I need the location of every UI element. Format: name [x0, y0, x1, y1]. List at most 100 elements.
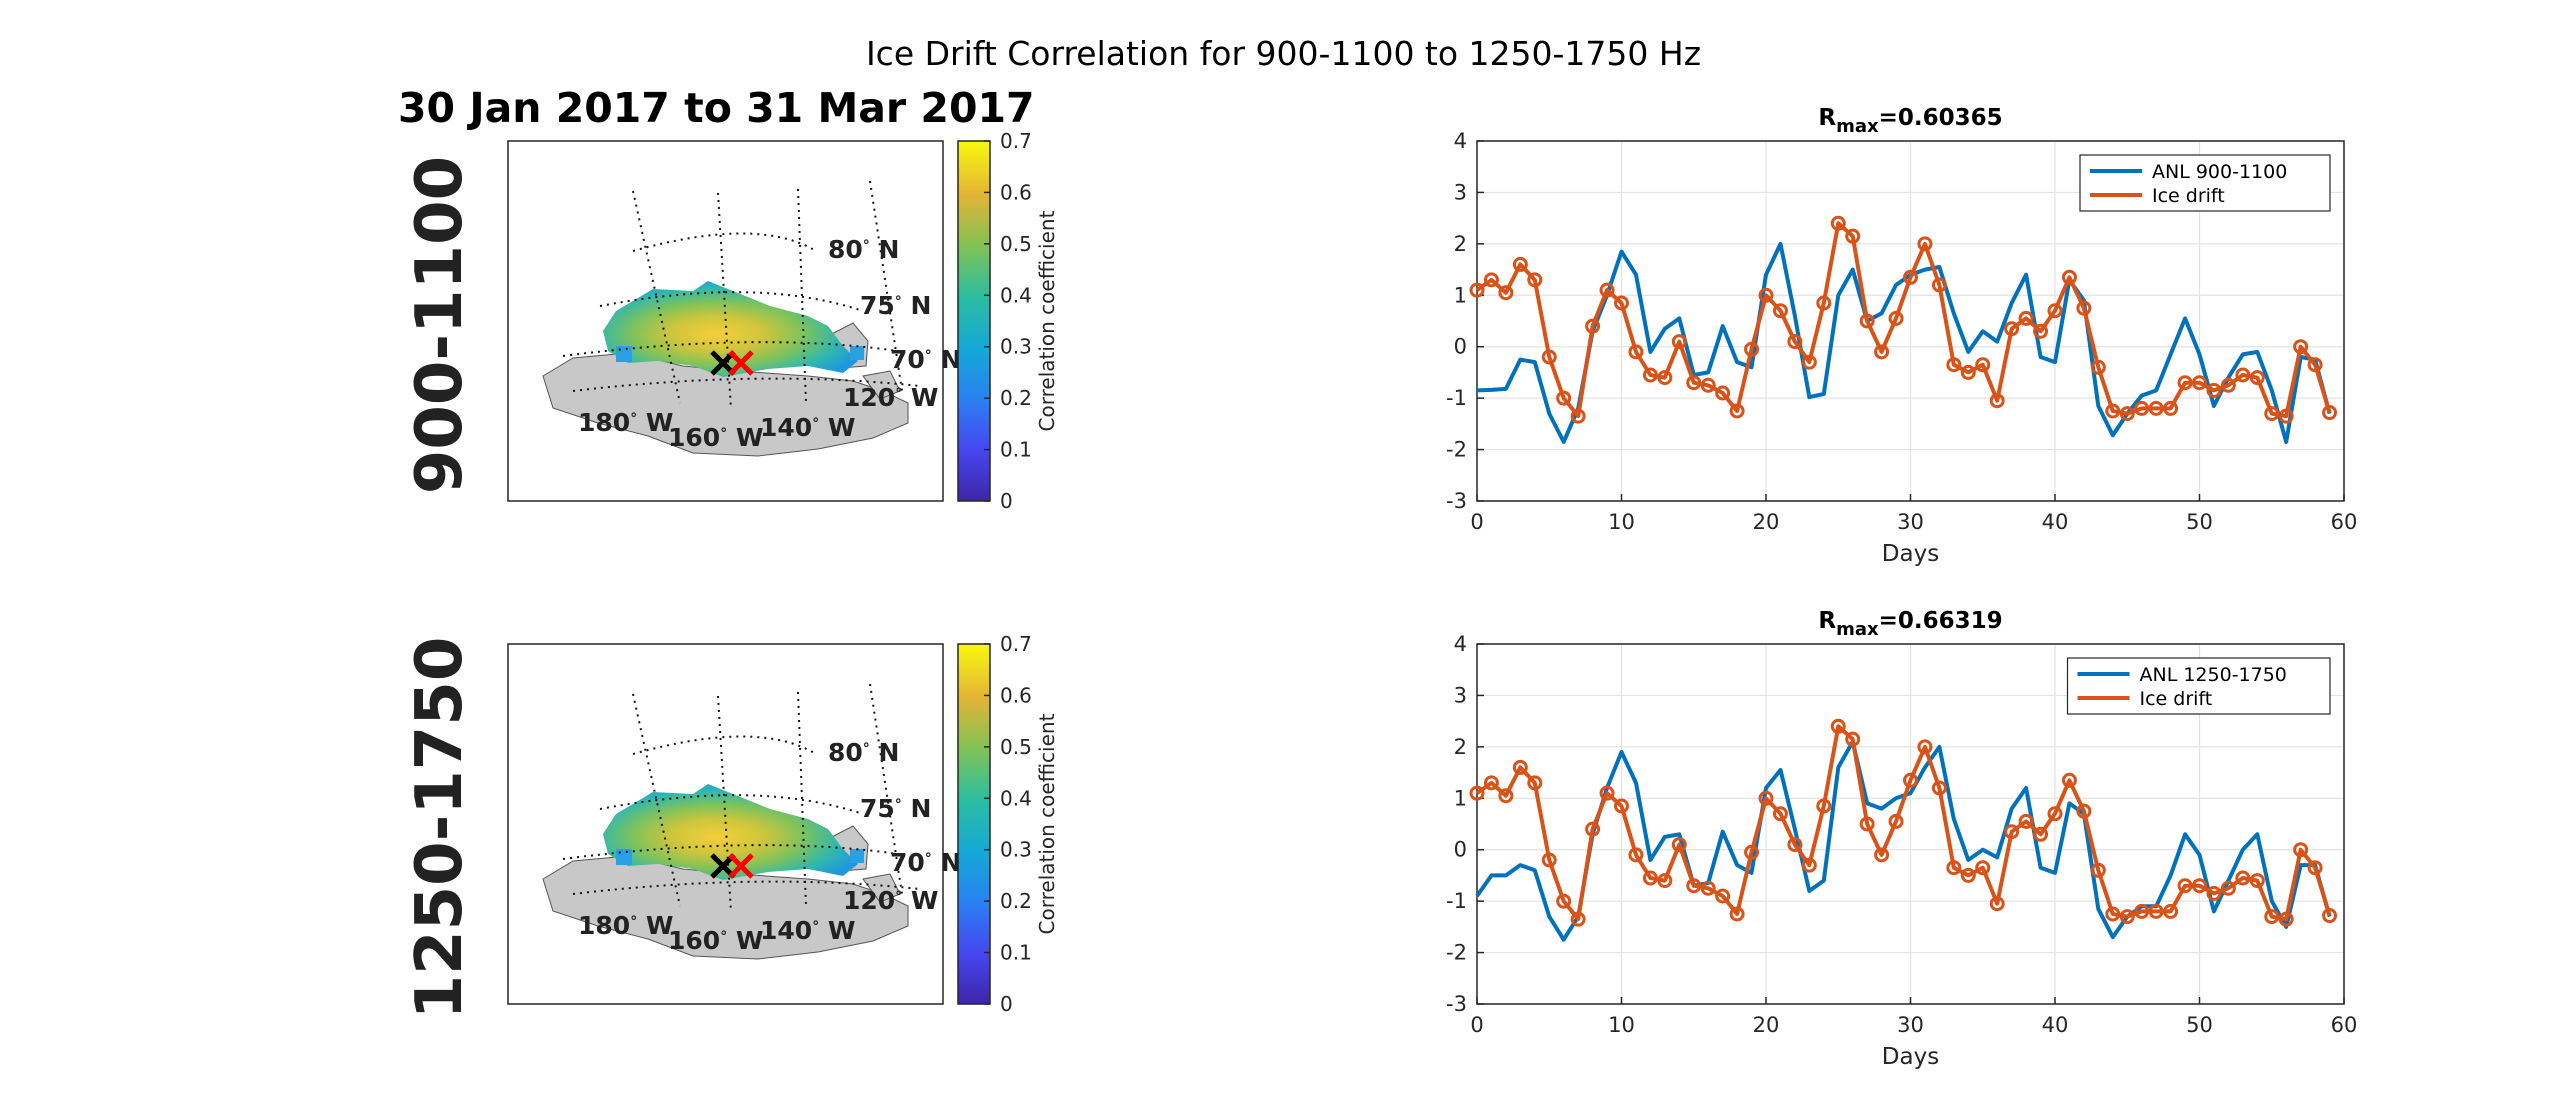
data-point: [1975, 357, 1991, 373]
correlation-cell: [616, 346, 632, 362]
data-point: [1787, 837, 1803, 853]
data-point: [2206, 382, 2222, 398]
graticule-meridian: [869, 180, 903, 392]
latitude-label: 80° N: [828, 235, 899, 264]
data-point: [1744, 844, 1760, 860]
data-point: [2061, 269, 2077, 285]
data-point: [1628, 847, 1644, 863]
data-point: [1686, 375, 1702, 391]
y-tick-label: 3: [1454, 683, 1467, 707]
longitude-label: 180° W: [578, 911, 673, 940]
data-point: [2148, 400, 2164, 416]
longitude-label: 160° W: [668, 423, 763, 452]
data-point: [2163, 400, 2179, 416]
latitude-label: 70° N: [890, 848, 961, 877]
data-point: [2090, 359, 2106, 375]
longitude-label: 120° W: [843, 886, 938, 915]
colorbar-label: Correlation coefficient: [1035, 713, 1059, 934]
longitude-label: 140° W: [760, 413, 855, 442]
data-point: [1729, 403, 1745, 419]
x-tick-label: 10: [1608, 1013, 1635, 1037]
colorbar-tick-label: 0.5: [1000, 735, 1032, 759]
x-axis-label: Days: [1882, 1044, 1939, 1070]
timeseries-chart-1250-1750: 0 10 20 30 40 50 60 -3 -2 -1 0 1 2 3 4 Days Rmax=0.66319…: [1446, 608, 2357, 1070]
data-point: [2322, 405, 2338, 421]
x-tick-label: 50: [2186, 1013, 2213, 1037]
date-range-title: 30 Jan 2017 to 31 Mar 2017: [398, 84, 1035, 132]
data-point: [2090, 862, 2106, 878]
colorbar-tick-label: 0.3: [1000, 335, 1032, 359]
colorbar-tick-label: 0.7: [1000, 129, 1032, 153]
x-tick-label: 60: [2331, 1013, 2358, 1037]
legend-label: ANL 900-1100: [2152, 161, 2287, 183]
y-tick-label: 0: [1454, 838, 1467, 862]
data-point: [2307, 357, 2323, 373]
data-point: [1657, 873, 1673, 889]
colorbar-tick-label: 0.6: [1000, 180, 1032, 204]
data-point: [2163, 903, 2179, 919]
data-point: [2278, 408, 2294, 424]
data-point: [1801, 857, 1817, 873]
y-tick-label: 1: [1454, 283, 1467, 307]
data-point: [1556, 893, 1572, 909]
x-tick-label: 20: [1753, 1013, 1780, 1037]
y-tick-label: -3: [1446, 992, 1467, 1016]
data-point: [1960, 867, 1976, 883]
data-point: [1946, 357, 1962, 373]
data-point: [2076, 803, 2092, 819]
longitude-label: 140° W: [760, 916, 855, 945]
island: [862, 370, 901, 400]
data-point: [2148, 903, 2164, 919]
colorbar-tick-label: 0.1: [1000, 438, 1032, 462]
data-point: [1845, 228, 1861, 244]
land-mass: [542, 352, 909, 457]
graticule-parallel: [632, 232, 817, 252]
longitude-label: 160° W: [668, 926, 763, 955]
data-point: [2105, 906, 2121, 922]
data-point: [1700, 880, 1716, 896]
data-point: [2033, 826, 2049, 842]
series-line-1: [1475, 724, 2332, 922]
data-point: [1874, 847, 1890, 863]
colorbar-tick-label: 0: [1000, 489, 1013, 513]
x-tick-label: 20: [1753, 510, 1780, 534]
data-point: [1527, 272, 1543, 288]
data-point: [2033, 323, 2049, 339]
data-point: [2192, 375, 2207, 391]
data-point: [1931, 277, 1947, 293]
colorbar-tick-label: 0.4: [1000, 786, 1032, 810]
longitude-label: 180° W: [578, 408, 673, 437]
island: [862, 873, 901, 903]
correlation-heatmap: [603, 281, 858, 377]
data-point: [2235, 870, 2251, 886]
x-tick-label: 40: [2042, 510, 2069, 534]
data-point: [1744, 341, 1760, 357]
x-tick-label: 50: [2186, 510, 2213, 534]
land-mass: [542, 855, 909, 960]
legend-box: [2079, 154, 2331, 212]
colorbar-tick-label: 0.7: [1000, 632, 1032, 656]
x-tick-label: 10: [1608, 510, 1635, 534]
x-tick-label: 0: [1470, 510, 1483, 534]
data-point: [1599, 282, 1615, 298]
data-point: [1917, 236, 1933, 252]
data-point: [2293, 842, 2309, 858]
y-tick-label: -1: [1446, 386, 1467, 410]
data-point: [1758, 287, 1774, 303]
data-point: [2134, 903, 2150, 919]
data-point: [2177, 878, 2193, 894]
longitude-label: 120° W: [843, 383, 938, 412]
data-point: [2235, 367, 2251, 383]
data-point: [2004, 321, 2020, 337]
data-point: [2047, 806, 2063, 822]
legend-box: [2066, 657, 2331, 715]
graticule-meridian: [632, 693, 681, 907]
data-point: [1498, 285, 1514, 301]
graticule-meridian: [797, 188, 807, 404]
data-point: [1715, 888, 1731, 904]
graticule-meridian: [717, 695, 732, 913]
colorbar-tick-label: 0: [1000, 992, 1013, 1016]
data-point: [2293, 339, 2309, 355]
data-point: [2018, 813, 2034, 829]
data-point: [1917, 739, 1933, 755]
